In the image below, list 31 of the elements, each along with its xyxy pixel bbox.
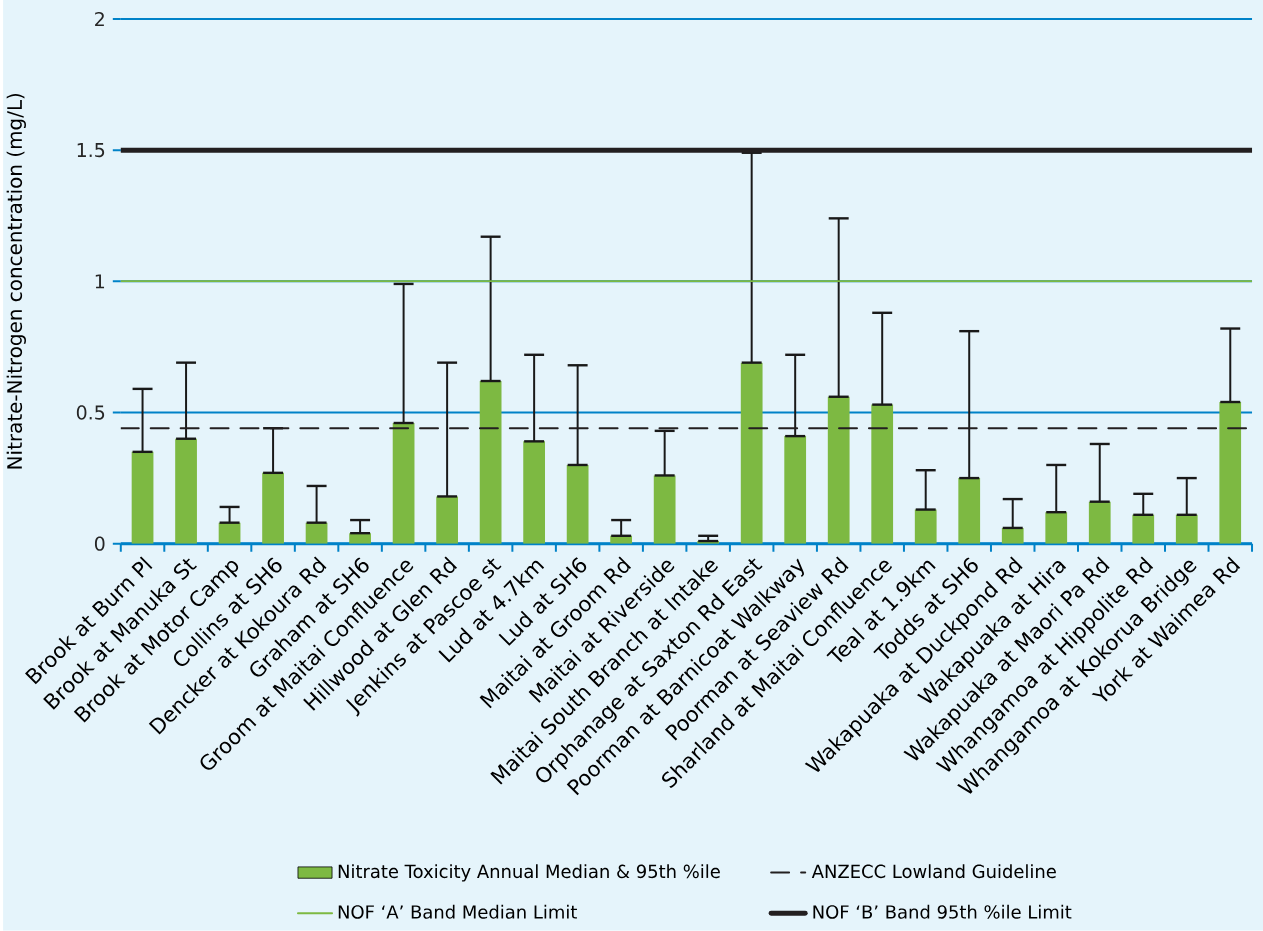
bar [740,362,763,544]
bar [1088,501,1111,544]
legend-label: Nitrate Toxicity Annual Median & 95th %ile [338,864,720,882]
y-tick-label: 0.5 [76,405,105,420]
bar [523,441,546,544]
bar [958,478,981,544]
y-tick-label: 1.5 [77,143,105,158]
bar [1001,528,1024,544]
y-tick-label: 2 [95,12,104,27]
y-tick-label: 0 [94,536,105,551]
bar [1132,514,1155,544]
bar [871,404,894,544]
bar [653,475,676,544]
legend-label: NOF ‘A’ Band Median Limit [338,904,577,919]
bar [262,472,284,544]
bar [175,438,197,544]
bar [827,396,850,544]
bar [479,381,502,544]
bar [914,509,937,544]
bar [1045,512,1068,544]
bar [1219,402,1242,544]
bar [392,423,415,544]
bar [566,465,589,544]
bar [784,436,807,544]
bar [436,496,458,544]
legend-label: ANZECC Lowland Guideline [811,864,1056,879]
y-axis-title: Nitrate-Nitrogen concentration (mg/L) [6,94,26,469]
bar [1175,514,1198,544]
bar [131,451,154,544]
y-tick-label: 1 [95,274,105,289]
legend-label: NOF ‘B’ Band 95th %ile Limit [813,904,1072,919]
